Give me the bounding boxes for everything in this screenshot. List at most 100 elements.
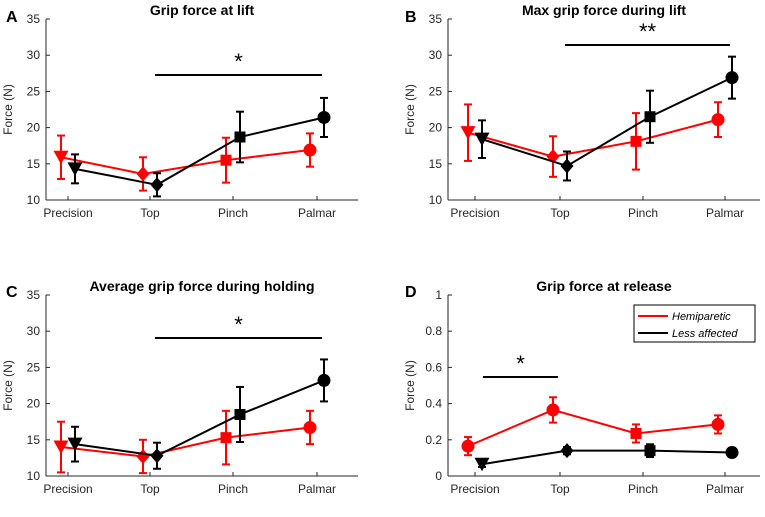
data-point [725, 445, 739, 459]
data-point [630, 135, 642, 147]
chart-panel-b: B Max grip force during lift 10 15 20 25 30 35 P… [403, 2, 760, 220]
x-tick-label: Palmar [706, 206, 744, 220]
data-point [317, 110, 331, 124]
series-line [74, 116, 325, 186]
series-line [60, 149, 311, 175]
legend-label-hemiparetic: Hemiparetic [672, 311, 731, 323]
y-tick-label: 35 [27, 12, 41, 26]
data-point [560, 158, 574, 174]
series-line [60, 426, 311, 458]
y-tick-label: 0.6 [425, 360, 442, 374]
legend-box [633, 304, 756, 343]
y-tick-label: 20 [429, 121, 443, 135]
data-point [67, 437, 83, 452]
y-tick-label: 10 [429, 193, 443, 207]
x-tick-label: Pinch [628, 206, 658, 220]
y-tick-label: 30 [27, 324, 41, 338]
x-tick-label: Pinch [628, 482, 658, 496]
data-point [234, 131, 246, 143]
significance-label: * [516, 351, 525, 376]
data-point [136, 448, 150, 464]
panel-letter: D [405, 284, 417, 301]
significance-label: * [234, 312, 243, 337]
data-point [67, 162, 83, 176]
x-tick-label: Top [140, 482, 160, 496]
series-line [74, 379, 325, 457]
data-point [630, 427, 642, 439]
data-point [136, 166, 150, 182]
panel-letter: C [6, 284, 18, 301]
legend: Hemiparetic Less affected [633, 304, 756, 343]
chart-title: Grip force at release [536, 278, 672, 294]
series-less-affected [67, 96, 331, 198]
series-line [467, 408, 719, 448]
data-point [303, 143, 317, 157]
x-tick-label: Pinch [218, 482, 248, 496]
data-point [711, 417, 725, 431]
x-tick-label: Palmar [298, 482, 336, 496]
y-tick-label: 25 [27, 84, 41, 98]
y-tick-label: 0.2 [425, 433, 442, 447]
chart-title: Max grip force during lift [522, 2, 686, 18]
data-point [220, 432, 232, 444]
data-point [644, 445, 656, 457]
data-point [234, 408, 246, 420]
chart-panel-d: D Grip force at release 0 0.2 0.4 0.6 0.8 1 Prec… [403, 278, 760, 496]
chart-title: Average grip force during holding [89, 278, 314, 294]
x-tick-label: Top [140, 206, 160, 220]
x-tick-label: Precision [450, 206, 499, 220]
chart-title: Grip force at lift [150, 2, 255, 18]
y-tick-label: 0.4 [425, 397, 442, 411]
y-tick-label: 30 [429, 48, 443, 62]
x-tick-label: Precision [43, 206, 92, 220]
data-point [53, 150, 69, 165]
legend-label-less-affected: Less affected [672, 328, 738, 340]
y-axis-label: Force (N) [403, 360, 417, 411]
data-point [461, 439, 475, 453]
y-tick-label: 30 [27, 48, 41, 62]
data-point [474, 132, 490, 147]
data-point [711, 113, 725, 127]
panel-letter: B [405, 9, 417, 26]
y-tick-label: 15 [27, 157, 41, 171]
data-point [474, 457, 490, 472]
data-point [303, 420, 317, 434]
y-axis-label: Force (N) [1, 360, 15, 411]
y-tick-label: 10 [27, 193, 41, 207]
data-point [725, 71, 739, 85]
data-point [546, 403, 560, 417]
series-hemiparetic [460, 101, 725, 178]
chart-panel-a: A Grip force at lift 10 15 20 25 30 35 Precision… [1, 2, 358, 220]
y-tick-label: 0 [435, 469, 442, 483]
y-tick-label: 10 [27, 469, 41, 483]
x-tick-label: Precision [450, 482, 499, 496]
series-hemiparetic [461, 396, 725, 457]
x-tick-label: Palmar [298, 206, 336, 220]
y-tick-label: 1 [435, 288, 442, 302]
data-point [644, 111, 656, 123]
series-less-affected [67, 358, 331, 470]
data-point [220, 154, 232, 166]
y-tick-label: 20 [27, 397, 41, 411]
y-tick-label: 20 [27, 121, 41, 135]
y-tick-label: 35 [27, 288, 41, 302]
significance-label: * [234, 49, 243, 74]
data-point [317, 373, 331, 387]
x-tick-label: Pinch [218, 206, 248, 220]
series-less-affected [474, 443, 739, 472]
data-point [53, 440, 69, 455]
significance-label: ** [639, 19, 657, 44]
x-tick-label: Top [550, 482, 570, 496]
x-tick-label: Precision [43, 482, 92, 496]
data-point [460, 126, 476, 140]
series-hemiparetic [53, 409, 317, 475]
series-less-affected [474, 55, 739, 182]
y-axis-label: Force (N) [1, 84, 15, 135]
y-tick-label: 15 [429, 157, 443, 171]
y-tick-label: 0.8 [425, 324, 442, 338]
data-point [150, 177, 164, 193]
y-tick-label: 35 [429, 12, 443, 26]
y-tick-label: 15 [27, 433, 41, 447]
series-line [481, 449, 733, 466]
